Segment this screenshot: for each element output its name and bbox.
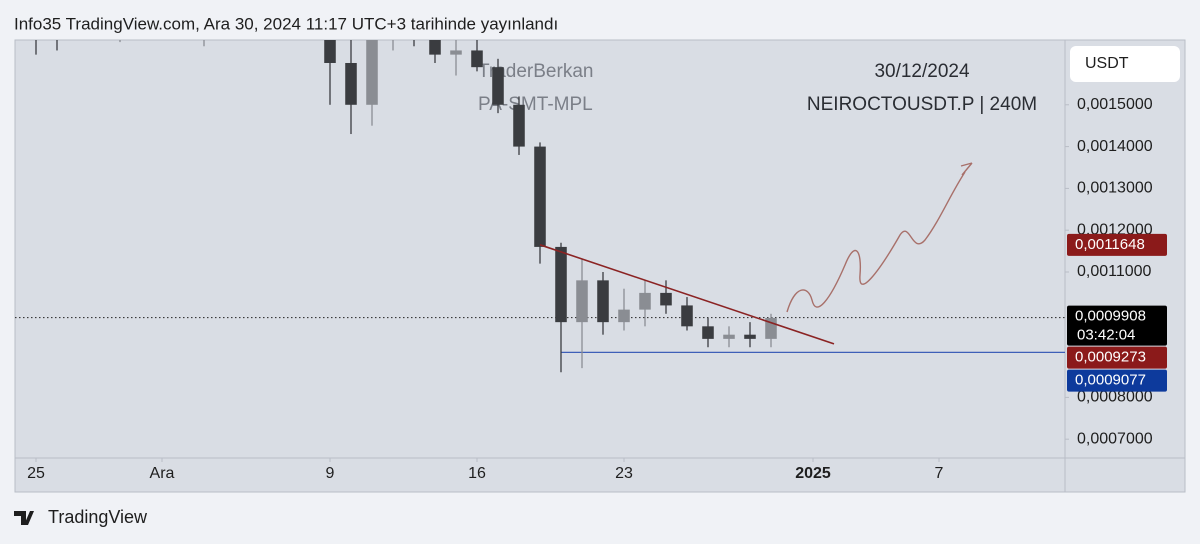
candle-body	[639, 292, 651, 310]
tags-watermark: PA-SMT-MPL	[478, 94, 593, 115]
candle-body	[492, 67, 504, 105]
candle-body	[576, 280, 588, 323]
chart-panel	[14, 39, 1186, 493]
x-tick-label: 9	[326, 465, 335, 482]
brand-name: TradingView	[48, 507, 148, 527]
candle-body	[744, 334, 756, 339]
y-tick-label: 0,0013000	[1077, 180, 1153, 197]
x-tick-label: 2025	[795, 465, 831, 482]
candle-body	[345, 62, 357, 105]
x-tick-label: 7	[935, 465, 944, 482]
candle-body	[555, 246, 567, 323]
price-badge	[1067, 305, 1167, 346]
candle-body	[723, 334, 735, 339]
x-tick-label: Ara	[150, 465, 175, 482]
candle-body	[660, 292, 672, 306]
trendline	[539, 244, 835, 345]
candle-body	[513, 104, 525, 147]
price-badge-label: 0,0009908	[1075, 308, 1146, 325]
y-tick-label: 0,0015000	[1077, 96, 1153, 113]
price-badge-label: 0,0009273	[1075, 349, 1146, 366]
projection-arrowhead	[960, 162, 973, 176]
projection-path	[786, 171, 966, 313]
candle-body	[450, 50, 462, 55]
price-badge	[1067, 233, 1167, 256]
candle-body	[681, 305, 693, 327]
currency-button[interactable]	[1070, 46, 1180, 82]
header: Info35 TradingView.com, Ara 30, 2024 11:…	[14, 14, 558, 33]
price-badge	[1067, 346, 1167, 369]
candle-body	[366, 40, 378, 105]
y-tick-label: 0,0011000	[1077, 263, 1152, 280]
symbol-label: NEIROCTOUSDT.P | 240M	[807, 94, 1037, 115]
y-tick-label: 0,0014000	[1077, 138, 1153, 155]
candle-body	[597, 280, 609, 323]
countdown-label: 03:42:04	[1077, 327, 1135, 344]
date-label: 30/12/2024	[874, 61, 970, 82]
y-tick-label: 0,0007000	[1077, 430, 1153, 447]
candle-body	[618, 309, 630, 323]
candle-body	[324, 40, 336, 63]
author-watermark: TraderBerkan	[478, 61, 593, 82]
candle-body	[471, 50, 483, 68]
y-tick-label: 0,0008000	[1077, 389, 1153, 406]
plot-area	[15, 40, 1065, 373]
brand-logo	[14, 511, 34, 525]
price-badge	[1067, 369, 1167, 392]
x-tick-label: 25	[27, 465, 45, 482]
candle-body	[429, 40, 441, 55]
x-tick-label: 23	[615, 465, 633, 482]
price-badge-label: 0,0009077	[1075, 372, 1146, 389]
currency-label[interactable]: USDT	[1085, 55, 1129, 72]
x-tick-label: 16	[468, 465, 486, 482]
candle-body	[702, 326, 714, 339]
brand: TradingView	[14, 507, 148, 527]
candle-body	[534, 146, 546, 247]
price-badge-label: 0,0011648	[1075, 236, 1145, 253]
candle-body	[765, 317, 777, 339]
